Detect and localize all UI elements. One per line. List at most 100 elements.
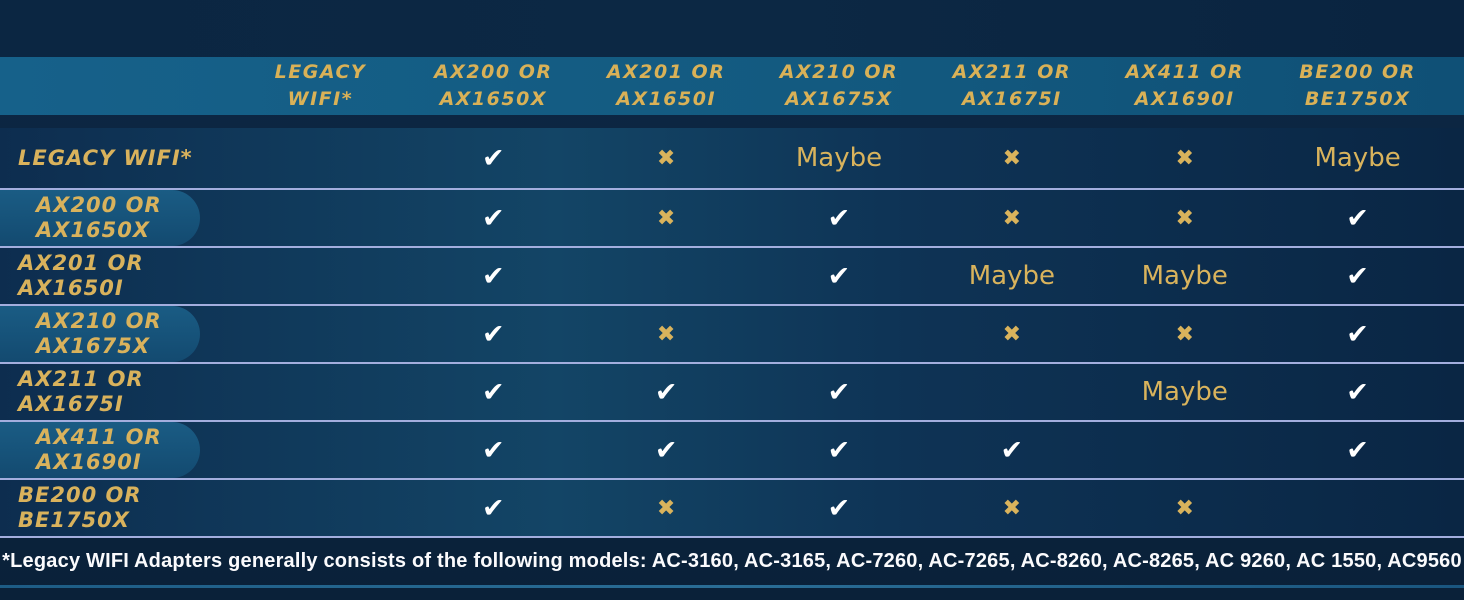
compatibility-check-mark: ✔	[407, 203, 580, 234]
compatibility-check-mark: ✔	[407, 377, 580, 408]
x-icon: ✖	[656, 205, 676, 231]
compatibility-check-mark: ✔	[1271, 319, 1444, 350]
row-label: AX201 OR AX1650I	[18, 251, 144, 300]
compatibility-x-mark: ✖	[1098, 206, 1271, 231]
check-icon: ✔	[827, 376, 851, 408]
compatibility-check-mark: ✔	[580, 435, 753, 466]
check-icon: ✔	[654, 376, 678, 408]
compatibility-check-mark: ✔	[753, 203, 926, 234]
check-icon: ✔	[1346, 202, 1369, 234]
compatibility-check-mark: ✔	[1271, 203, 1444, 234]
compatibility-x-mark: ✖	[925, 496, 1098, 521]
maybe-label: Maybe	[1141, 377, 1228, 407]
compatibility-maybe-mark: Maybe	[925, 261, 1098, 291]
check-icon: ✔	[1000, 434, 1024, 466]
check-icon: ✔	[481, 142, 505, 174]
check-icon: ✔	[827, 434, 851, 466]
maybe-label: Maybe	[1141, 261, 1228, 291]
row-label-cell: BE200 OR BE1750X	[0, 480, 234, 536]
compatibility-check-mark: ✔	[1271, 435, 1444, 466]
compatibility-check-mark: ✔	[407, 435, 580, 466]
row-label-cell: AX411 OR AX1690I	[0, 422, 234, 478]
compatibility-maybe-mark: Maybe	[753, 143, 926, 173]
row-label-cell: AX210 OR AX1675X	[0, 306, 234, 362]
compatibility-check-mark: ✔	[753, 493, 926, 524]
table-row: AX200 OR AX1650X ✔ ✖ ✔ ✖ ✖ ✔	[0, 188, 1464, 246]
maybe-label: Maybe	[968, 261, 1055, 291]
x-icon: ✖	[656, 495, 676, 521]
row-label: BE200 OR BE1750X	[18, 483, 142, 532]
compatibility-check-mark: ✔	[407, 493, 580, 524]
x-icon: ✖	[1175, 145, 1194, 171]
compatibility-check-mark: ✔	[407, 143, 580, 174]
check-icon: ✔	[481, 492, 505, 524]
x-icon: ✖	[1002, 145, 1022, 171]
compatibility-x-mark: ✖	[580, 496, 753, 521]
compatibility-maybe-mark: Maybe	[1098, 377, 1271, 407]
check-icon: ✔	[1346, 260, 1369, 292]
column-header-ax201: AX201 OR AX1650I	[606, 61, 726, 110]
check-icon: ✔	[481, 434, 505, 466]
row-label: LEGACY WIFI*	[18, 145, 193, 170]
compatibility-x-mark: ✖	[1098, 496, 1271, 521]
compatibility-x-mark: ✖	[580, 206, 753, 231]
check-icon: ✔	[481, 202, 505, 234]
x-icon: ✖	[656, 145, 676, 171]
column-header-ax210: AX210 OR AX1675X	[779, 61, 899, 110]
compatibility-x-mark: ✖	[925, 146, 1098, 171]
maybe-label: Maybe	[1314, 143, 1401, 173]
compatibility-check-mark: ✔	[1271, 377, 1444, 408]
header-gap	[0, 115, 1464, 128]
compatibility-check-mark: ✔	[407, 319, 580, 350]
row-label: AX211 OR AX1675I	[18, 367, 144, 416]
compatibility-maybe-mark: Maybe	[1098, 261, 1271, 291]
row-label-cell: AX200 OR AX1650X	[0, 190, 234, 246]
compatibility-check-mark: ✔	[753, 435, 926, 466]
compatibility-x-mark: ✖	[1098, 322, 1271, 347]
table-row: AX211 OR AX1675I ✔ ✔ ✔ Maybe ✔	[0, 362, 1464, 420]
x-icon: ✖	[656, 321, 676, 347]
x-icon: ✖	[1002, 495, 1022, 521]
x-icon: ✖	[1175, 495, 1194, 521]
row-label-cell: AX211 OR AX1675I	[0, 364, 234, 420]
row-label-cell: LEGACY WIFI*	[0, 128, 234, 188]
check-icon: ✔	[827, 260, 851, 292]
compatibility-check-mark: ✔	[580, 377, 753, 408]
check-icon: ✔	[827, 492, 851, 524]
column-header-legacy-wifi: LEGACY WIFI*	[274, 61, 367, 110]
table-header: LEGACY WIFI* AX200 OR AX1650X AX201 OR A…	[0, 57, 1464, 115]
column-header-ax411: AX411 OR AX1690I	[1125, 61, 1244, 110]
check-icon: ✔	[654, 434, 678, 466]
compatibility-x-mark: ✖	[580, 322, 753, 347]
check-icon: ✔	[481, 376, 505, 408]
table-row: BE200 OR BE1750X ✔ ✖ ✔ ✖ ✖	[0, 478, 1464, 536]
row-label: AX411 OR AX1690I	[0, 422, 200, 478]
row-label: AX200 OR AX1650X	[0, 190, 200, 246]
check-icon: ✔	[827, 202, 851, 234]
x-icon: ✖	[1175, 321, 1194, 347]
table-row: AX210 OR AX1675X ✔ ✖ ✖ ✖ ✔	[0, 304, 1464, 362]
compatibility-check-mark: ✔	[753, 377, 926, 408]
x-icon: ✖	[1175, 205, 1194, 231]
row-label: AX210 OR AX1675X	[0, 306, 200, 362]
maybe-label: Maybe	[795, 143, 883, 173]
table-row: AX411 OR AX1690I ✔ ✔ ✔ ✔ ✔	[0, 420, 1464, 478]
check-icon: ✔	[481, 318, 505, 350]
footnote-text: *Legacy WIFI Adapters generally consists…	[2, 550, 1462, 572]
bottom-accent-line	[0, 585, 1464, 588]
x-icon: ✖	[1002, 205, 1022, 231]
compatibility-x-mark: ✖	[925, 206, 1098, 231]
compatibility-check-mark: ✔	[407, 261, 580, 292]
compatibility-check-mark: ✔	[753, 261, 926, 292]
check-icon: ✔	[1346, 434, 1369, 466]
compatibility-x-mark: ✖	[580, 146, 753, 171]
top-spacer	[0, 0, 1464, 57]
column-header-ax200: AX200 OR AX1650X	[434, 61, 553, 110]
compatibility-x-mark: ✖	[1098, 146, 1271, 171]
row-label-cell: AX201 OR AX1650I	[0, 248, 234, 304]
x-icon: ✖	[1002, 321, 1022, 347]
column-header-be200: BE200 OR BE1750X	[1299, 61, 1416, 110]
table-row: LEGACY WIFI* ✔ ✖ Maybe ✖ ✖ Maybe	[0, 128, 1464, 188]
column-header-ax211: AX211 OR AX1675I	[952, 61, 1072, 110]
